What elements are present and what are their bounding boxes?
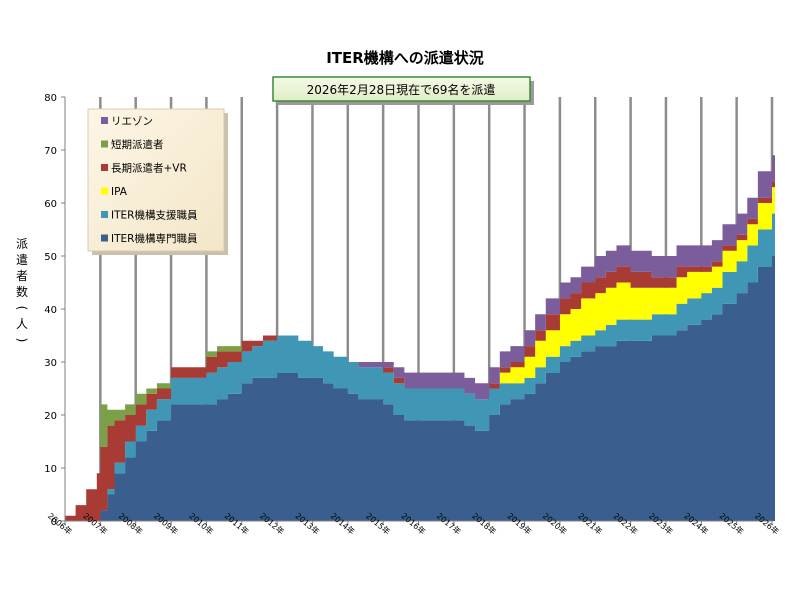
- y-tick-label-70: 70: [44, 146, 57, 157]
- y-tick-label-80: 80: [44, 93, 57, 104]
- stacked-areas: [65, 155, 775, 522]
- y-label-char-4: (: [15, 306, 29, 311]
- legend-label-5: ITER機構専門職員: [111, 232, 198, 245]
- legend-swatch-0: [101, 117, 108, 124]
- y-label-char-5: 人: [16, 317, 28, 331]
- legend-swatch-2: [101, 164, 108, 171]
- y-tick-label-40: 40: [44, 305, 57, 316]
- y-tick-label-50: 50: [44, 252, 57, 263]
- chart-subtitle: 2026年2月28日現在で69名を派遣: [307, 82, 496, 97]
- legend-label-1: 短期派遣者: [111, 138, 164, 151]
- legend-label-2: 長期派遣者+VR: [111, 162, 187, 175]
- y-label-char-3: 数: [16, 284, 28, 299]
- chart-title: ITER機構への派遣状況: [326, 49, 484, 67]
- y-label-char-1: 遣: [16, 252, 28, 267]
- legend-label-4: ITER機構支援職員: [111, 209, 198, 222]
- legend-label-3: IPA: [111, 186, 128, 198]
- legend-box: [87, 108, 225, 252]
- subtitle-box: [272, 76, 531, 102]
- y-tick-label-20: 20: [44, 411, 57, 422]
- area-series-0: [65, 256, 775, 521]
- y-label-char-2: 者: [16, 269, 28, 283]
- legend-swatch-5: [101, 234, 108, 242]
- y-tick-label-30: 30: [44, 358, 57, 369]
- legend-swatch-3: [101, 187, 108, 195]
- y-tick-label-0: 0: [51, 517, 57, 528]
- y-ticks: 0 10 20 30 40 50 60 70 80: [44, 93, 65, 528]
- legend-swatch-4: [101, 211, 108, 218]
- legend-swatch-1: [101, 140, 108, 148]
- y-label-char-6: ): [15, 338, 29, 343]
- y-tick-label-60: 60: [44, 199, 57, 210]
- y-tick-label-10: 10: [44, 464, 57, 475]
- legend-label-0: リエゾン: [111, 116, 153, 128]
- y-label-char-0: 派: [16, 237, 28, 251]
